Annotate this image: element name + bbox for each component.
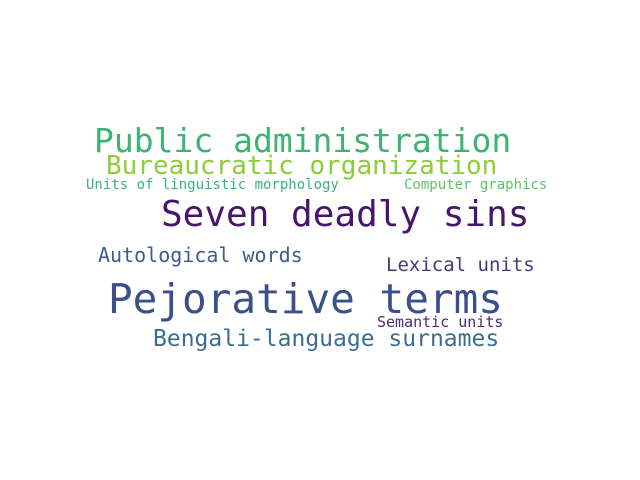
word-semantic-units: Semantic units xyxy=(377,313,504,331)
word-bengali-language-surnames: Bengali-language surnames xyxy=(153,326,500,352)
word-public-administration: Public administration xyxy=(94,121,512,160)
word-units-of-linguistic-morphology: Units of linguistic morphology xyxy=(86,177,339,193)
word-computer-graphics: Computer graphics xyxy=(404,177,548,193)
word-lexical-units: Lexical units xyxy=(386,254,535,276)
word-pejorative-terms: Pejorative terms xyxy=(108,275,503,323)
word-autological-words: Autological words xyxy=(98,243,303,267)
word-seven-deadly-sins: Seven deadly sins xyxy=(161,194,530,235)
word-bureaucratic-organization: Bureaucratic organization xyxy=(106,151,498,181)
